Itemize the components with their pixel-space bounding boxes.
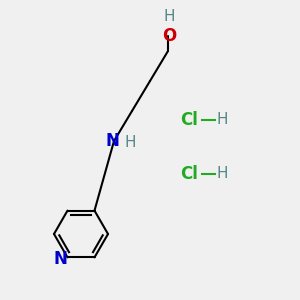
Text: N: N [53,250,67,268]
Text: N: N [106,132,119,150]
Text: O: O [162,27,177,45]
Text: H: H [216,167,227,182]
Text: H: H [164,9,175,24]
Text: Cl: Cl [180,165,198,183]
Text: H: H [125,135,136,150]
Text: Cl: Cl [180,111,198,129]
Text: H: H [216,112,227,128]
